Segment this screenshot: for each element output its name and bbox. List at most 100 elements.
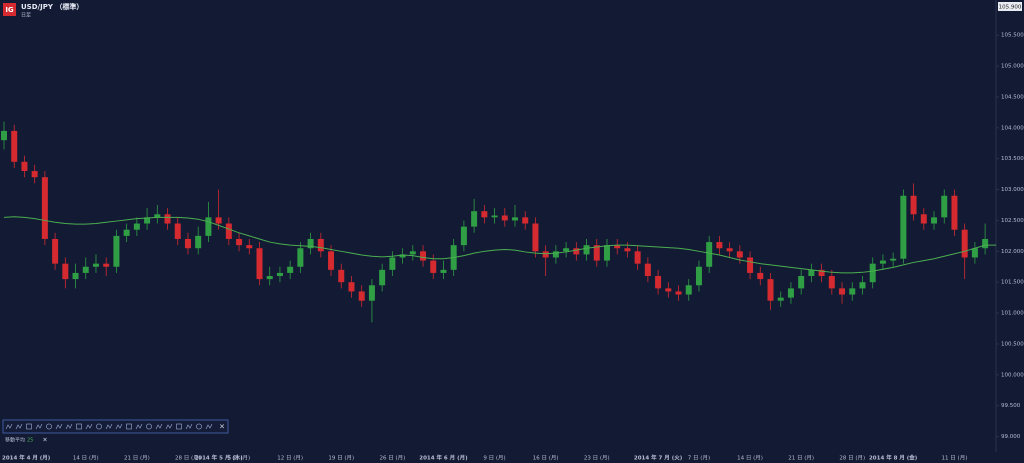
candle-body xyxy=(205,217,212,236)
candle-body xyxy=(266,276,273,280)
tool-icon xyxy=(76,423,82,430)
tool-icon xyxy=(205,423,213,430)
tool-icon xyxy=(185,423,193,430)
y-tick-label: 102.500 xyxy=(1001,218,1024,224)
toolbar-close[interactable]: × xyxy=(219,423,225,431)
tool-icon xyxy=(35,423,43,430)
candle-body xyxy=(92,263,99,267)
candle-body xyxy=(460,226,467,246)
tool-icon xyxy=(135,423,143,430)
tool-icon xyxy=(155,423,163,430)
candle-body xyxy=(113,235,120,267)
tool-icon xyxy=(55,423,63,430)
candle-body xyxy=(276,272,283,277)
y-tick-label: 100.000 xyxy=(1001,372,1024,378)
candle-body xyxy=(900,195,907,259)
x-tick-label: 21 日 (月) xyxy=(788,455,814,462)
moving-average xyxy=(3,216,996,274)
candle-body xyxy=(787,288,794,298)
candle-body xyxy=(522,217,529,224)
candle-body xyxy=(1,130,7,141)
candle-body xyxy=(52,238,59,264)
candle-body xyxy=(767,279,774,301)
candle-body xyxy=(665,288,672,292)
x-tick-label: 16 日 (月) xyxy=(533,455,559,462)
x-tick-label: 28 日 (月) xyxy=(175,455,201,462)
candle-body xyxy=(420,251,427,261)
y-tick-label: 101.000 xyxy=(1001,311,1024,317)
tool-icon xyxy=(196,423,202,430)
candle-body xyxy=(491,215,498,218)
candle-body xyxy=(133,223,140,230)
candle-body xyxy=(931,217,938,224)
candle-body xyxy=(297,248,304,267)
price-box xyxy=(998,2,1022,11)
x-tick-label: 28 日 (月) xyxy=(839,455,865,462)
candle-body xyxy=(890,258,897,261)
candle-body xyxy=(634,251,641,264)
candle-body xyxy=(246,245,253,249)
x-tick-label: 14 日 (月) xyxy=(73,455,99,462)
y-tick-label: 101.500 xyxy=(1001,280,1024,286)
candle-body xyxy=(798,276,805,289)
x-tick-label: 9 日 (月) xyxy=(483,455,505,462)
candle-body xyxy=(542,251,549,258)
x-tick-label: 7 日 (月) xyxy=(688,455,710,462)
candle-body xyxy=(154,214,161,218)
x-tick-label: 26 日 (月) xyxy=(379,455,405,462)
candle-body xyxy=(184,238,191,249)
candle-body xyxy=(859,282,866,289)
y-tick-label: 99.500 xyxy=(1001,403,1021,409)
candle-body xyxy=(41,177,48,239)
candle-body xyxy=(849,288,856,295)
candle-body xyxy=(573,248,580,255)
x-tick-label: 23 日 (月) xyxy=(584,455,610,462)
candle-body xyxy=(563,248,570,252)
x-tick-label: 12 日 (月) xyxy=(277,455,303,462)
candle-body xyxy=(215,217,222,224)
candle-body xyxy=(62,263,69,280)
candle-body xyxy=(471,211,478,227)
candle-body xyxy=(123,229,130,236)
candle-body xyxy=(644,263,651,277)
legend-close[interactable]: × xyxy=(42,437,47,444)
candle-body xyxy=(82,266,89,273)
tool-icon xyxy=(115,423,123,430)
candle-body xyxy=(256,248,263,280)
candle-body xyxy=(532,223,539,252)
candle-body xyxy=(655,276,662,289)
candle-body xyxy=(144,217,151,224)
candle-body xyxy=(726,248,733,252)
candle-body xyxy=(236,238,243,246)
candle-body xyxy=(818,269,825,277)
candle-body xyxy=(982,238,989,249)
logo-box xyxy=(3,3,16,16)
toolbar xyxy=(2,419,229,434)
candle-body xyxy=(747,257,754,273)
tool-icon xyxy=(46,423,52,430)
candle-body xyxy=(839,288,846,295)
candle-body xyxy=(552,251,559,258)
candle-body xyxy=(103,263,110,267)
tool-icon xyxy=(15,423,23,430)
legend-name: 移動平均 xyxy=(5,437,25,444)
chart-subtitle: 日足 xyxy=(21,13,31,19)
y-tick-label: 99.000 xyxy=(1001,434,1021,440)
candle-body xyxy=(72,272,79,280)
candle-body xyxy=(225,223,232,239)
candle-body xyxy=(879,260,886,264)
candle-body xyxy=(910,195,917,215)
tool-icon xyxy=(65,423,73,430)
candle-body xyxy=(961,229,968,258)
y-tick-label: 103.000 xyxy=(1001,187,1024,193)
candle-body xyxy=(338,269,345,283)
candle-body xyxy=(614,245,621,249)
candle-body xyxy=(685,285,692,295)
tool-icon xyxy=(126,423,132,430)
x-tick-label: 14 日 (月) xyxy=(737,455,763,462)
candle-body xyxy=(971,248,978,258)
candle-body xyxy=(695,266,702,286)
toolbar-frame xyxy=(2,419,229,434)
x-tick-label: 5 日 (月) xyxy=(228,455,250,462)
